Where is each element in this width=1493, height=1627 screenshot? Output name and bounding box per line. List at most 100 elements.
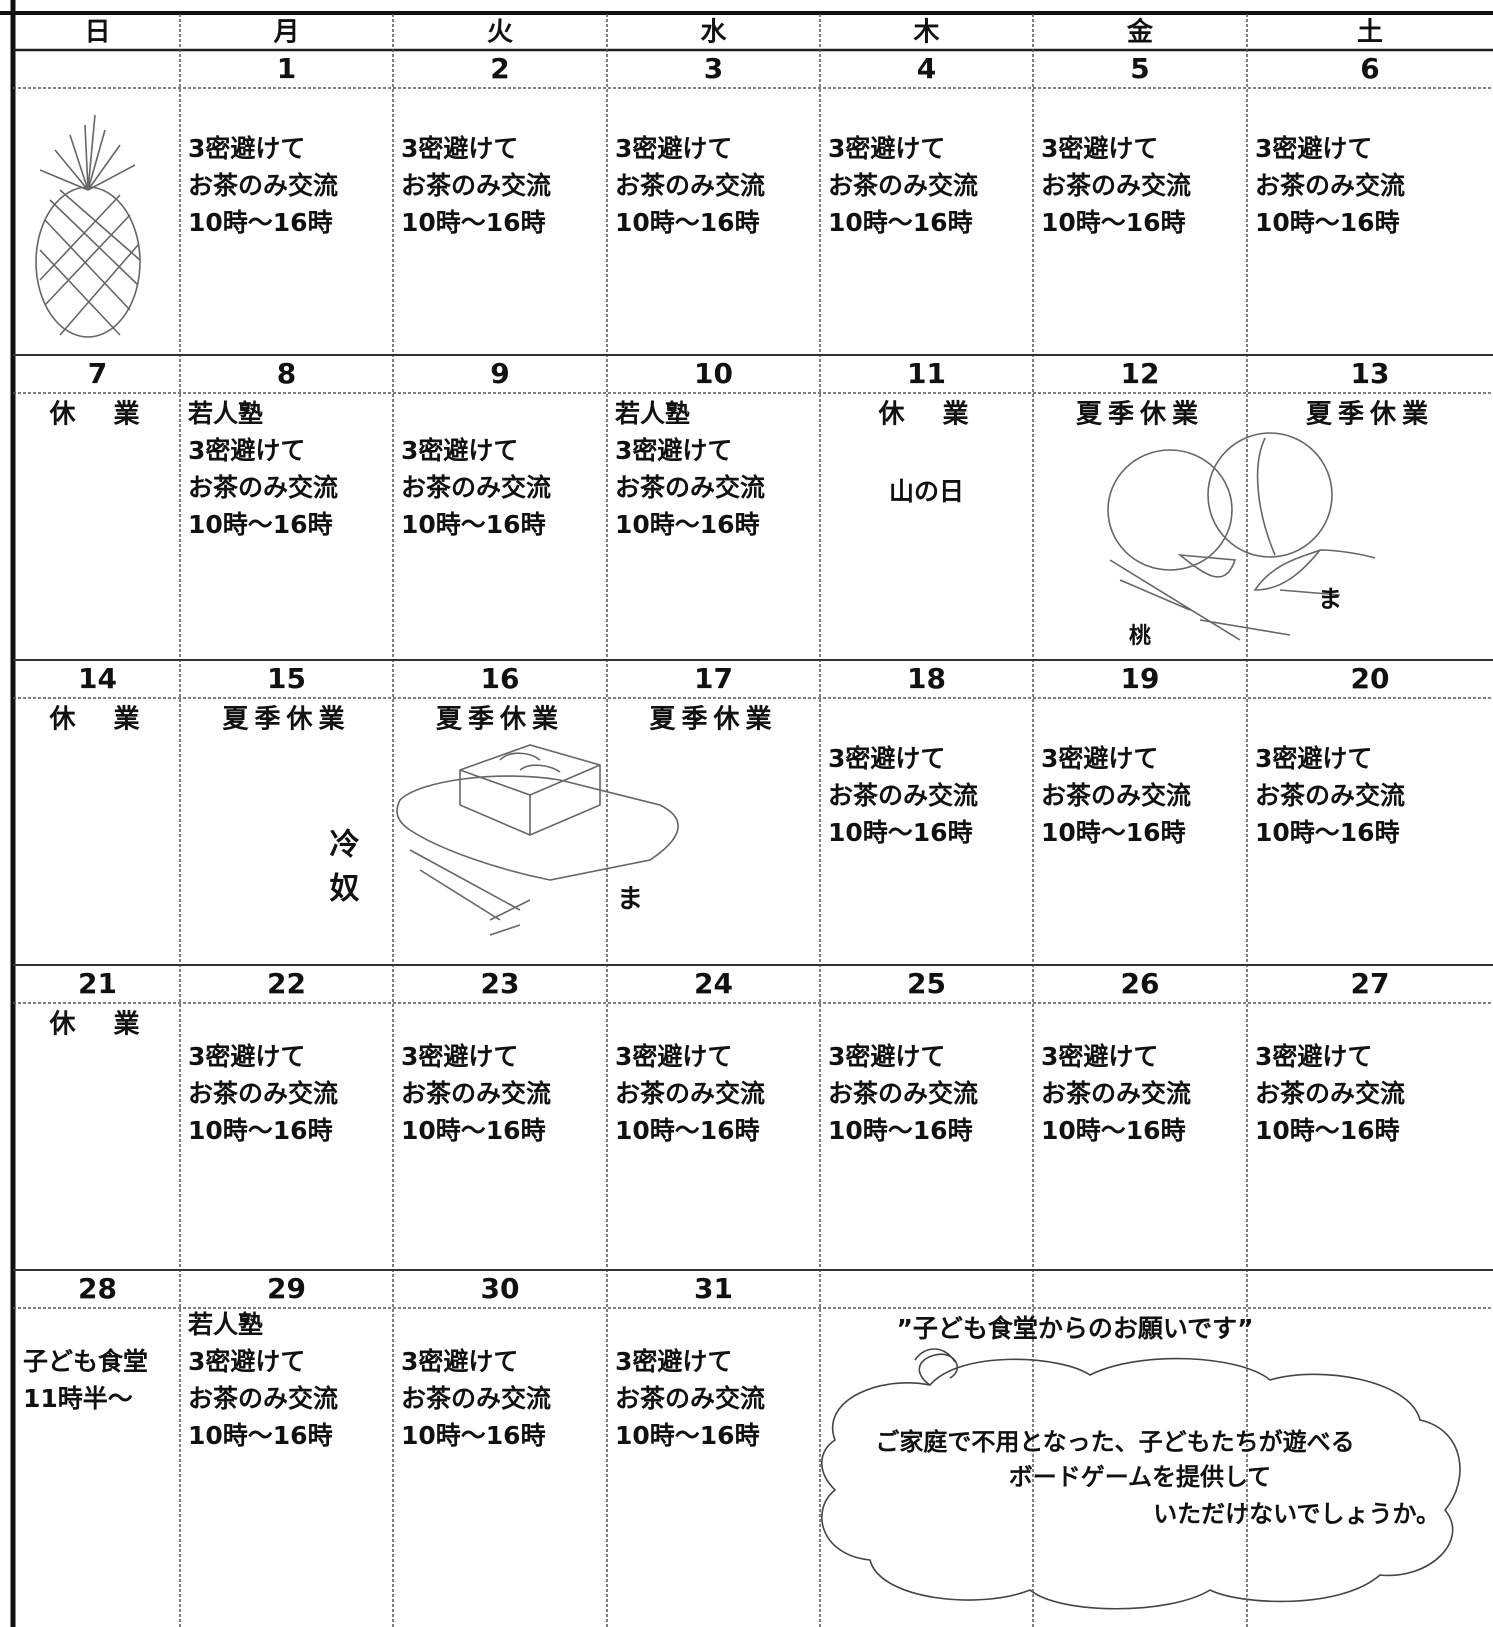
cell-line: 子ども食堂 — [23, 1347, 148, 1376]
date-number: 17 — [694, 662, 733, 695]
cell-line: 10時～16時 — [828, 208, 973, 237]
date-number: 5 — [1130, 52, 1149, 85]
cell-line: お茶のみ交流 — [188, 1384, 338, 1413]
cell-heading: 休 業 — [48, 705, 145, 735]
cell-line: 10時～16時 — [1041, 1116, 1186, 1145]
peach-sign: ま — [1318, 585, 1342, 613]
cell-line: 3密避けて — [615, 1042, 732, 1071]
date-number: 26 — [1121, 967, 1160, 1000]
date-number: 25 — [907, 967, 946, 1000]
cell-line: お茶のみ交流 — [401, 1079, 551, 1108]
cell-line: お茶のみ交流 — [828, 171, 978, 200]
date-number: 14 — [78, 662, 117, 695]
date-number: 8 — [277, 357, 296, 390]
cell-line: 10時～16時 — [1255, 1116, 1400, 1145]
notice-line: いただけないでしょうか。 — [1153, 1500, 1440, 1528]
cell-line: 3密避けて — [188, 134, 305, 163]
cell-line: 10時～16時 — [401, 208, 546, 237]
date-number: 2 — [490, 52, 509, 85]
cell-line: お茶のみ交流 — [188, 171, 338, 200]
notice-title: ”子ども食堂からのお願いです” — [896, 1314, 1253, 1343]
cell-line: 3密避けて — [188, 1042, 305, 1071]
cell-line: 3密避けて — [1255, 744, 1372, 773]
cell-line: 10時～16時 — [1041, 818, 1186, 847]
cell-line: 3密避けて — [1041, 1042, 1158, 1071]
cell-line: お茶のみ交流 — [401, 171, 551, 200]
date-number: 1 — [277, 52, 296, 85]
cell-line: 3密避けて — [828, 744, 945, 773]
cell-line: お茶のみ交流 — [1041, 781, 1191, 810]
cell-line: 10時～16時 — [188, 1421, 333, 1450]
notice-line: ボードゲームを提供して — [1009, 1463, 1272, 1491]
date-number: 9 — [490, 357, 509, 390]
cell-line: 3密避けて — [828, 1042, 945, 1071]
date-number: 24 — [694, 967, 733, 1000]
date-number: 10 — [694, 357, 733, 390]
cell-heading: 夏季休業 — [436, 705, 564, 735]
tofu-illustration — [396, 744, 679, 936]
peach-illustration — [1107, 432, 1376, 641]
cell-line: 山の日 — [889, 477, 964, 506]
date-number: 6 — [1360, 52, 1379, 85]
cell-line: 3密避けて — [188, 1347, 305, 1376]
notice-cloud — [821, 1357, 1461, 1610]
cell-line: 10時～16時 — [828, 818, 973, 847]
peach-label: 桃 — [1129, 624, 1151, 649]
cell-line: 10時～16時 — [615, 208, 760, 237]
cell-line: 10時～16時 — [615, 1421, 760, 1450]
cell-line: 3密避けて — [828, 134, 945, 163]
date-number: 20 — [1351, 662, 1390, 695]
cell-line: 3密避けて — [1255, 1042, 1372, 1071]
cell-line: 3密避けて — [401, 436, 518, 465]
cell-heading: 夏季休業 — [649, 705, 777, 735]
cell-line: 10時～16時 — [1041, 208, 1186, 237]
cell-line: お茶のみ交流 — [615, 1079, 765, 1108]
cell-line: 10時～16時 — [188, 510, 333, 539]
date-number: 31 — [694, 1272, 733, 1305]
cell-line: 若人塾 — [187, 399, 263, 428]
cell-line: 3密避けて — [615, 436, 732, 465]
date-number: 12 — [1121, 357, 1160, 390]
cell-line: 3密避けて — [401, 134, 518, 163]
cell-line: お茶のみ交流 — [401, 473, 551, 502]
cell-line: 10時～16時 — [828, 1116, 973, 1145]
cell-line: 10時～16時 — [401, 510, 546, 539]
date-number: 22 — [267, 967, 306, 1000]
cell-line: お茶のみ交流 — [1041, 1079, 1191, 1108]
date-number: 16 — [481, 662, 520, 695]
top-margin — [0, 0, 1493, 12]
tofu-sign: ま — [617, 885, 643, 915]
cell-line: お茶のみ交流 — [188, 473, 338, 502]
weekday-label: 土 — [1357, 18, 1383, 48]
cell-line: お茶のみ交流 — [1255, 171, 1405, 200]
date-number: 15 — [267, 662, 306, 695]
date-number: 18 — [907, 662, 946, 695]
cell-line: お茶のみ交流 — [828, 1079, 978, 1108]
weekday-label: 木 — [912, 18, 939, 48]
cell-line: お茶のみ交流 — [828, 781, 978, 810]
weekday-label: 日 — [84, 18, 110, 48]
cell-line: 10時～16時 — [615, 510, 760, 539]
cell-line: 3密避けて — [1041, 744, 1158, 773]
cell-line: 11時半～ — [23, 1384, 133, 1413]
pineapple-illustration — [35, 114, 141, 338]
cell-line: 3密避けて — [401, 1042, 518, 1071]
date-number: 28 — [78, 1272, 117, 1305]
cell-line: お茶のみ交流 — [615, 1384, 765, 1413]
date-number: 13 — [1351, 357, 1390, 390]
cell-line: 若人塾 — [614, 399, 690, 428]
weekday-label: 水 — [700, 18, 727, 48]
cell-line: 10時～16時 — [188, 1116, 333, 1145]
cell-heading: 休 業 — [877, 400, 974, 430]
cell-line: 10時～16時 — [1255, 818, 1400, 847]
weekday-label: 月 — [272, 18, 299, 48]
date-number: 11 — [907, 357, 946, 390]
date-number: 29 — [267, 1272, 306, 1305]
cell-line: お茶のみ交流 — [1255, 1079, 1405, 1108]
date-number: 30 — [481, 1272, 520, 1305]
cell-line: 10時～16時 — [615, 1116, 760, 1145]
notice-line: ご家庭で不用となった、子どもたちが遊べる — [875, 1428, 1354, 1456]
cell-heading: 夏季休業 — [1306, 400, 1434, 430]
